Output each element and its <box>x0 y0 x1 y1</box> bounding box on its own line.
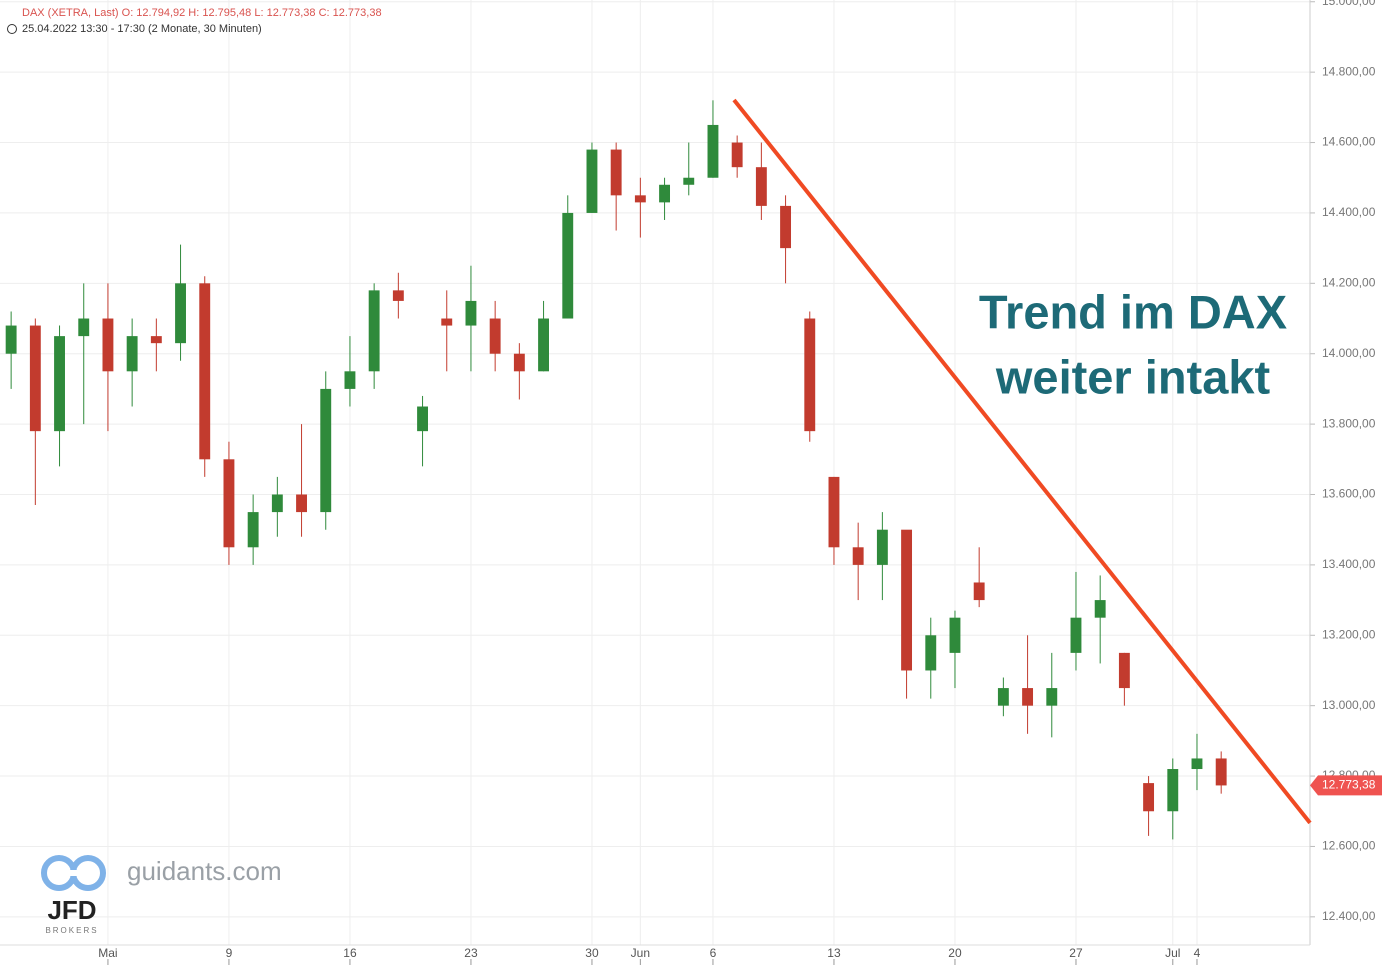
candle-body <box>1094 600 1106 618</box>
trend-line <box>732 98 1312 825</box>
candle-body <box>247 512 259 548</box>
x-tick-label: Jun <box>631 946 650 960</box>
x-tick-label: 4 <box>1194 946 1201 960</box>
candle-body <box>1022 688 1034 706</box>
candle-body <box>997 688 1009 706</box>
x-tick-label: 23 <box>464 946 478 960</box>
clock-icon <box>7 24 17 34</box>
y-tick-label: 12.400,00 <box>1322 909 1376 923</box>
annotation: weiter intakt <box>995 350 1271 403</box>
candle-body <box>5 325 17 354</box>
chart-subtitle: 25.04.2022 13:30 - 17:30 (2 Monate, 30 M… <box>22 23 262 35</box>
watermark-logo: JFD <box>47 895 96 925</box>
candle-body <box>1191 758 1203 770</box>
y-tick-label: 13.000,00 <box>1322 698 1376 712</box>
y-tick-label: 14.200,00 <box>1322 275 1376 289</box>
y-tick-label: 14.000,00 <box>1322 346 1376 360</box>
x-tick-label: 9 <box>226 946 233 960</box>
candle-body <box>828 476 840 548</box>
candle-body <box>441 318 453 326</box>
candle-body <box>102 318 114 372</box>
candle-body <box>562 212 574 319</box>
candle-body <box>465 300 477 326</box>
candle-body <box>707 124 719 178</box>
candle-body <box>731 142 743 168</box>
candle-body <box>755 167 767 206</box>
candle-body <box>804 318 816 432</box>
candle-body <box>1046 688 1058 706</box>
x-tick-label: 20 <box>948 946 962 960</box>
candle-body <box>29 325 41 432</box>
x-tick-label: Mai <box>98 946 117 960</box>
y-tick-label: 15.000,00 <box>1322 0 1376 8</box>
logo-rings <box>41 855 106 891</box>
candle-body <box>175 283 186 344</box>
candle-body <box>949 617 961 653</box>
x-tick-label: Jul <box>1165 946 1180 960</box>
candle-body <box>296 494 307 513</box>
x-tick-label: 13 <box>827 946 841 960</box>
candle-body <box>852 547 864 565</box>
last-price-label: 12.773,38 <box>1322 778 1376 792</box>
candle-body <box>489 318 501 354</box>
candle-body <box>223 459 235 548</box>
y-tick-label: 14.600,00 <box>1322 135 1376 149</box>
candle-body <box>973 582 985 601</box>
candle-body <box>417 406 428 432</box>
candle-body <box>659 184 671 203</box>
candle-body <box>344 371 356 389</box>
candle-body <box>780 205 792 249</box>
last-price-tag <box>1310 775 1382 796</box>
candle-body <box>1215 758 1227 786</box>
candle-body <box>634 195 646 203</box>
x-tick-label: 6 <box>710 946 717 960</box>
candle-body <box>271 494 283 513</box>
candle-body <box>1070 617 1082 653</box>
x-tick-label: 30 <box>585 946 599 960</box>
overlay: 12.773,38 <box>732 98 1382 825</box>
y-tick-label: 12.600,00 <box>1322 839 1376 853</box>
candle-body <box>368 290 380 372</box>
candle-body <box>683 177 695 185</box>
watermark-site: guidants.com <box>127 856 282 886</box>
x-tick-label: 16 <box>343 946 357 960</box>
y-tick-label: 14.400,00 <box>1322 205 1376 219</box>
candle-body <box>199 283 211 460</box>
candle-body <box>320 388 332 513</box>
candle-body <box>876 529 888 565</box>
chart-title: DAX (XETRA, Last) O: 12.794,92 H: 12.795… <box>22 7 382 19</box>
y-tick-label: 14.800,00 <box>1322 64 1376 78</box>
candle-body <box>392 290 404 301</box>
candle-body <box>1167 769 1179 812</box>
candle-body <box>126 336 138 372</box>
candle-body <box>1118 652 1130 689</box>
candle-body <box>586 149 598 213</box>
candle-body <box>1143 783 1155 812</box>
y-tick-label: 13.600,00 <box>1322 487 1376 501</box>
candle-body <box>610 149 622 196</box>
y-tick-label: 13.800,00 <box>1322 416 1376 430</box>
candle-body <box>901 529 913 671</box>
x-tick-label: 27 <box>1069 946 1083 960</box>
candle-body <box>513 353 525 372</box>
y-tick-label: 13.400,00 <box>1322 557 1376 571</box>
candle-body <box>150 336 162 344</box>
y-tick-label: 13.200,00 <box>1322 627 1376 641</box>
candle-body <box>54 336 65 432</box>
watermark-logo-sub: BROKERS <box>45 926 98 935</box>
candle-body <box>925 635 937 671</box>
candle-body <box>538 318 549 372</box>
candles <box>5 100 1227 840</box>
candle-body <box>78 318 90 337</box>
annotation: Trend im DAX <box>979 285 1287 338</box>
